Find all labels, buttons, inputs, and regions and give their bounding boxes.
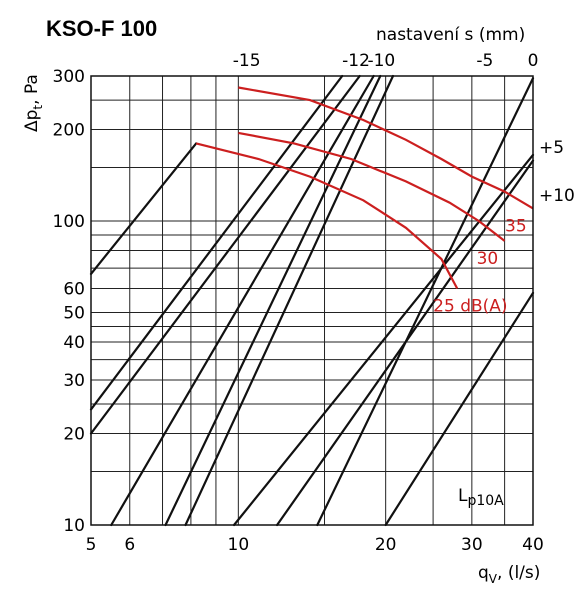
setting-right-label: +5 — [539, 138, 564, 158]
y-tick-label: 200 — [53, 121, 85, 141]
plot-frame — [90, 75, 534, 526]
noise-curve-label: 35 — [505, 216, 527, 236]
setting-top-label: -10 — [367, 51, 395, 71]
noise-curve — [238, 86, 534, 210]
setting-labels: -15 -12-10 -5 0 +5 +10 — [233, 51, 575, 206]
tick-labels: 5 6 10 20 30 40 10 20 30 40 50 60 100 200 300 — [53, 67, 544, 555]
x-axis-label: qV, (l/s) — [478, 563, 540, 586]
noise-curve — [238, 131, 506, 242]
y-tick-label: 300 — [53, 67, 85, 87]
setting-line — [89, 74, 344, 411]
setting-line — [384, 291, 535, 527]
x-tick-label: 5 — [86, 535, 97, 555]
x-tick-label: 10 — [228, 535, 250, 555]
setting-line — [89, 142, 198, 275]
lp-annotation-sub: p10A — [467, 493, 504, 509]
noise-curve — [195, 142, 459, 290]
y-axis-label-rest: , Pa — [22, 74, 42, 105]
y-tick-label: 30 — [63, 371, 85, 391]
setting-top-label: 0 — [528, 51, 539, 71]
x-tick-label: 30 — [461, 535, 483, 555]
top-axis-label: nastavení s (mm) — [376, 25, 525, 45]
y-tick-label: 20 — [63, 424, 85, 444]
setting-line — [316, 77, 535, 527]
y-axis-label-sub: t — [31, 105, 45, 110]
y-axis-label-main: Δp — [22, 110, 42, 132]
lp-annotation: Lp10A — [458, 486, 504, 509]
y-tick-label: 50 — [63, 304, 85, 324]
x-tick-label: 20 — [375, 535, 397, 555]
x-tick-label: 40 — [522, 535, 544, 555]
setting-line — [184, 74, 395, 527]
setting-line — [110, 74, 375, 527]
lp-annotation-main: L — [458, 486, 468, 506]
y-tick-label: 40 — [63, 333, 85, 353]
x-tick-label: 6 — [124, 535, 135, 555]
setting-line — [164, 74, 382, 527]
x-axis-label-main: q — [478, 563, 489, 583]
setting-top-label: -12 — [342, 51, 370, 71]
noise-labels: 35 30 25 dB(A) — [433, 216, 526, 316]
noise-curve-label: 30 — [477, 249, 499, 269]
setting-line — [89, 74, 361, 435]
noise-curve-label: 25 dB(A) — [433, 296, 507, 316]
x-axis-label-rest: , (l/s) — [497, 563, 540, 583]
setting-lines — [89, 74, 535, 527]
y-tick-label: 60 — [63, 279, 85, 299]
y-axis-label: Δpt, Pa — [22, 74, 45, 132]
setting-top-label: -15 — [233, 51, 261, 71]
chart-title: KSO-F 100 — [46, 16, 157, 41]
noise-curves — [195, 86, 534, 290]
y-tick-label: 100 — [53, 212, 85, 232]
x-axis-label-sub: V — [489, 572, 498, 586]
setting-line — [232, 153, 535, 527]
setting-top-label: -5 — [476, 51, 493, 71]
setting-right-label: +10 — [539, 186, 575, 206]
y-tick-label: 10 — [63, 516, 85, 536]
